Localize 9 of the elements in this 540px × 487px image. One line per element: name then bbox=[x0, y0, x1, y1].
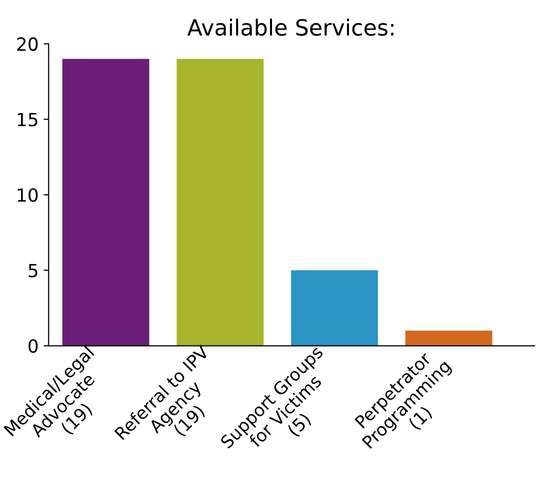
y-tick-label: 20 bbox=[17, 37, 38, 51]
chart-title: Available Services: bbox=[187, 18, 394, 36]
bar bbox=[176, 58, 264, 346]
bar bbox=[62, 58, 150, 346]
y-tick-label: 10 bbox=[18, 188, 38, 202]
bar bbox=[291, 270, 378, 346]
y-tick-label: 15 bbox=[18, 113, 38, 126]
y-tick-label: 5 bbox=[28, 264, 38, 278]
bar bbox=[405, 330, 492, 346]
